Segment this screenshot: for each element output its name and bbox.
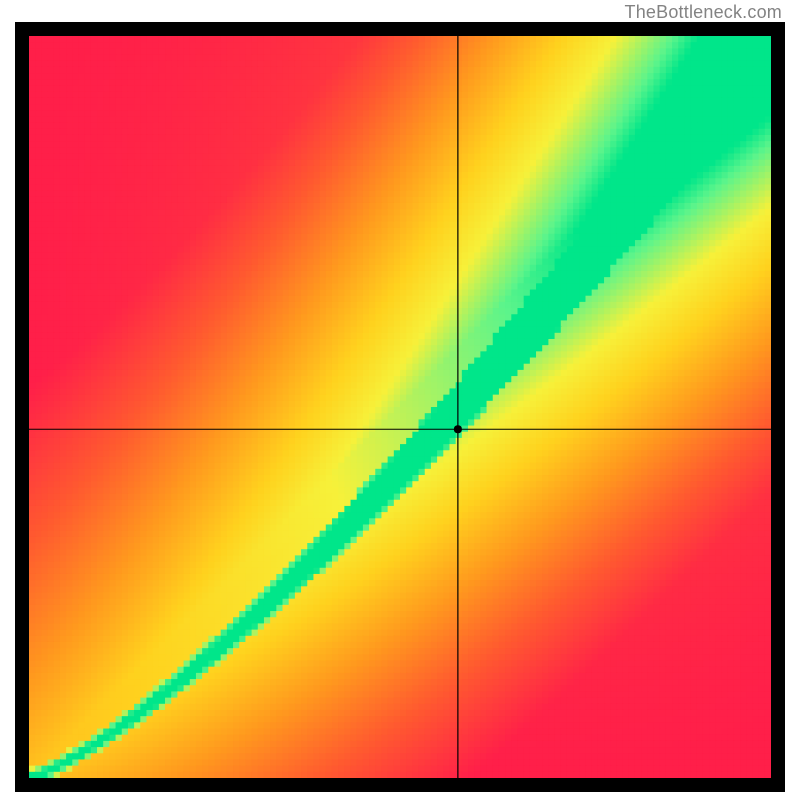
chart-frame xyxy=(15,22,785,792)
chart-plot-area xyxy=(29,36,771,778)
watermark-text: TheBottleneck.com xyxy=(625,2,782,23)
bottleneck-heatmap-canvas xyxy=(29,36,771,778)
